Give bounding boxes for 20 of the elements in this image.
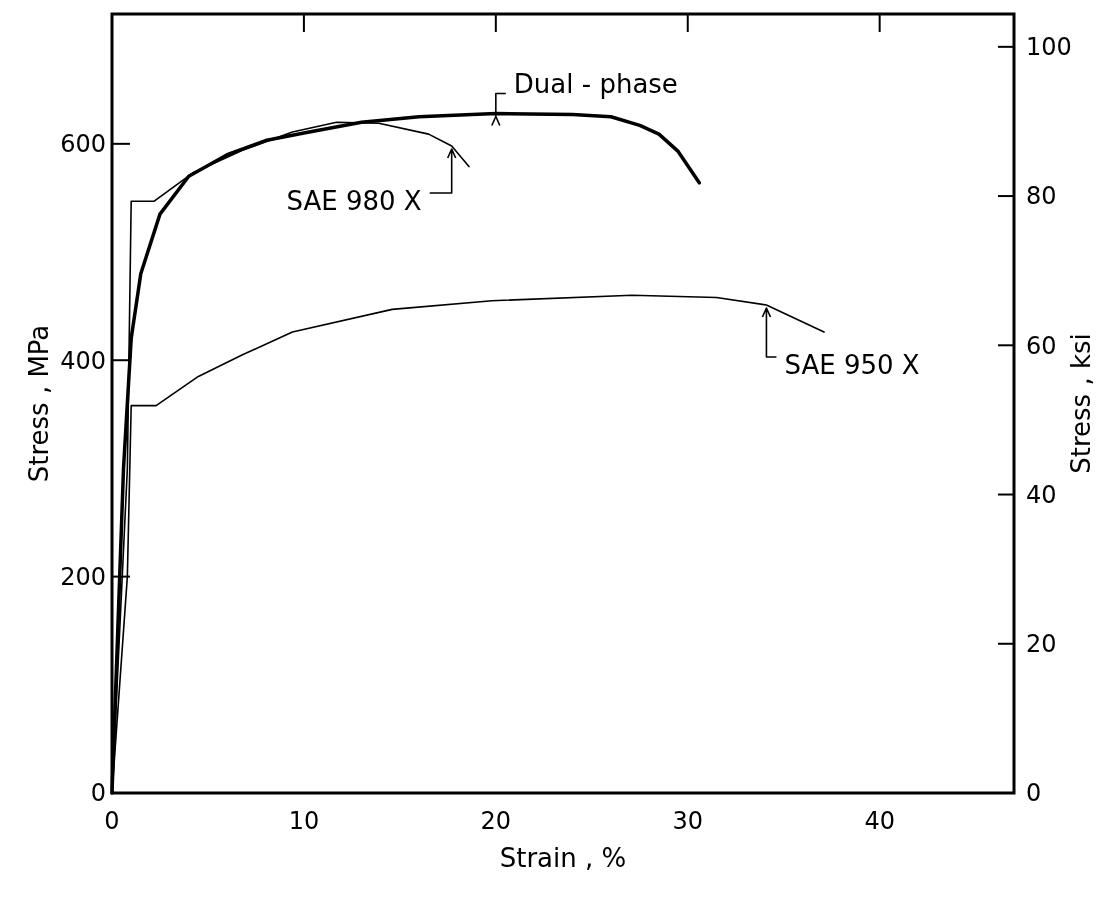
y-tick-label: 0 <box>90 779 106 808</box>
y2-tick-label: 40 <box>1026 480 1057 509</box>
y2-tick-label: 20 <box>1026 630 1057 659</box>
y-tick-label: 600 <box>60 130 106 159</box>
x-axis-title: Strain , % <box>499 843 627 873</box>
y2-axis-title: Stress , ksi <box>1066 333 1096 474</box>
x-tick-label: 20 <box>480 807 512 835</box>
x-tick-label: 40 <box>864 807 895 835</box>
annotation: Dual - phase <box>513 68 678 99</box>
annotation: SAE 950 X <box>784 350 920 381</box>
y2-tick-label: 0 <box>1026 779 1042 808</box>
x-tick-label: 30 <box>672 807 704 835</box>
y2-tick-label: 100 <box>1026 33 1072 62</box>
y2-tick-label: 80 <box>1026 182 1057 211</box>
y2-tick-label: 60 <box>1026 331 1057 360</box>
x-tick-label: 10 <box>288 807 320 835</box>
y-axis-title: Stress , MPa <box>24 324 54 483</box>
y-tick-label: 200 <box>60 563 106 592</box>
y-tick-label: 400 <box>60 346 106 375</box>
annotation: SAE 980 X <box>286 186 422 217</box>
